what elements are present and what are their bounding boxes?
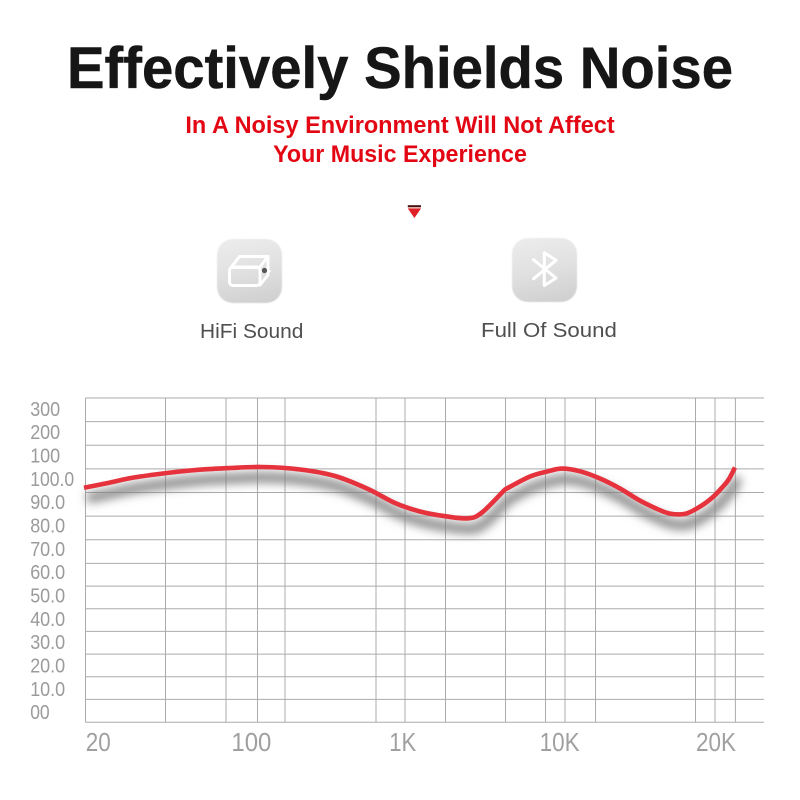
svg-text:90.0: 90.0 — [30, 492, 65, 514]
svg-text:100: 100 — [231, 727, 271, 757]
svg-text:50.0: 50.0 — [30, 585, 65, 607]
svg-text:60.0: 60.0 — [30, 562, 65, 584]
svg-text:20K: 20K — [696, 727, 737, 757]
svg-text:10.0: 10.0 — [30, 679, 65, 701]
svg-text:100.0: 100.0 — [30, 469, 74, 491]
svg-text:70.0: 70.0 — [30, 539, 65, 561]
svg-text:10K: 10K — [540, 727, 581, 757]
svg-text:20: 20 — [86, 727, 111, 757]
svg-text:20.0: 20.0 — [30, 655, 65, 677]
svg-text:100: 100 — [30, 446, 60, 468]
svg-text:1K: 1K — [389, 727, 417, 757]
svg-text:80.0: 80.0 — [30, 515, 65, 537]
svg-text:00: 00 — [30, 702, 50, 724]
svg-text:40.0: 40.0 — [30, 609, 65, 631]
svg-text:30.0: 30.0 — [30, 632, 65, 654]
svg-text:200: 200 — [30, 422, 60, 444]
svg-text:300: 300 — [30, 399, 60, 421]
